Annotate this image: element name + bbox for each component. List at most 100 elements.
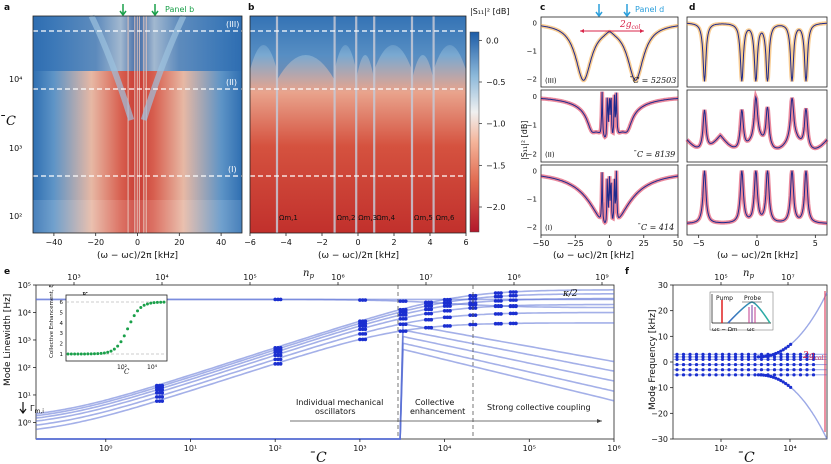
mode-point: [733, 355, 738, 359]
data-point: [429, 325, 434, 330]
data-point: [363, 327, 368, 332]
mode-point: [681, 368, 686, 372]
panel-d: d −5 0 5 (ω − ωc)/2π [kHz]: [685, 3, 829, 261]
data-point: [157, 391, 162, 395]
colorbar-ticks: 0.0 −0.5 −1.0 −1.5 −2.0: [479, 36, 505, 212]
omega-label: Ωm,3: [358, 214, 377, 222]
data-point: [403, 313, 408, 317]
top-tick-label: 10⁵: [714, 273, 727, 282]
inset-point: [162, 300, 166, 304]
inset-point: [136, 309, 140, 313]
mode-point: [688, 355, 692, 359]
omega-label: Ωm,5: [414, 214, 433, 222]
mode-point: [798, 352, 803, 356]
inset-point: [126, 327, 130, 331]
mode-point: [805, 352, 809, 356]
mode-point: [746, 373, 751, 377]
y-tick-label: 10: [658, 332, 668, 341]
x-axis-c: −50 −25 0 25 50: [533, 235, 683, 248]
mode-point: [792, 352, 796, 356]
row-label-III: (III): [545, 77, 557, 85]
data-point: [493, 299, 498, 303]
data-point: [403, 322, 408, 326]
x-tick-label: 4: [427, 238, 432, 247]
heatmap-b-arches: [250, 16, 466, 233]
mode-point: [759, 362, 764, 367]
data-point: [514, 290, 518, 294]
mode-point: [727, 373, 731, 377]
inset-point: [142, 303, 146, 307]
data-point: [360, 324, 365, 328]
data-point: [154, 399, 159, 403]
branch-point: [771, 352, 775, 357]
mode-point: [727, 368, 731, 372]
mode-point: [792, 373, 796, 377]
x-tick-label: 10⁵: [523, 444, 536, 453]
x-tick-label: 10¹: [184, 444, 197, 453]
mode-point: [772, 368, 777, 372]
mode-frequency-points: [673, 292, 828, 440]
mode-point: [785, 362, 790, 367]
inset-y-tick: 3: [60, 331, 64, 337]
panel-letter-f: f: [625, 267, 629, 277]
colorbar-tick-label: 0.0: [486, 36, 499, 45]
data-point: [442, 324, 447, 328]
fit-trace: [687, 170, 827, 224]
branch-point: [786, 383, 790, 387]
data-point: [473, 313, 478, 317]
inset-point: [99, 351, 103, 355]
data-point: [160, 399, 165, 403]
inset-point: [73, 352, 77, 356]
data-point: [401, 307, 405, 312]
inset-point: [139, 305, 143, 309]
inset-point: [86, 352, 90, 356]
mode-point: [785, 357, 790, 362]
x-tick-label: 20: [174, 238, 184, 247]
y-tick-label: −1: [527, 196, 537, 204]
omega-label: Ωm,4: [376, 214, 395, 222]
data-point: [273, 353, 277, 358]
y-axis-label-f: Mode Frequency [kHz]: [648, 310, 658, 410]
arrow-right-icon: [597, 419, 602, 423]
y-axis-a: 10⁴ 10³ 10² ̄C: [1, 75, 22, 221]
mode-point: [681, 352, 686, 356]
mode-point: [740, 362, 744, 367]
fit-trace: [686, 22, 827, 82]
mode-point: [753, 352, 757, 356]
data-point: [426, 301, 431, 306]
data-point: [496, 304, 501, 309]
inset-x-tick: 10⁴: [147, 364, 158, 371]
data-point: [363, 298, 368, 302]
y-tick-label: 0: [533, 168, 537, 176]
branch-point: [756, 355, 761, 359]
x-tick-label: 50: [673, 239, 683, 248]
mode-point: [720, 368, 725, 372]
data-point: [363, 332, 368, 336]
data-point: [445, 324, 450, 328]
top-tick-label: 10³: [67, 273, 80, 282]
fit-trace: [541, 25, 678, 81]
mode-point: [681, 355, 686, 359]
mode-point: [694, 355, 699, 359]
inset-point: [79, 352, 83, 356]
mode-point: [766, 362, 770, 367]
regime-label-II: (II): [226, 78, 237, 87]
mode-point: [707, 357, 712, 362]
panel-letter-b: b: [248, 3, 255, 13]
mode-point: [792, 362, 796, 367]
mode-point: [740, 355, 744, 359]
regime-label-I: (I): [228, 165, 237, 174]
colorbar: |S₁₁|² [dB] 0.0 −0.5 −1.0 −1.5 −2.0: [469, 7, 509, 233]
inset-points: [66, 300, 166, 356]
c-value-III: ̄C = 52503: [629, 76, 676, 85]
gcol-label-c: 2gcol: [619, 20, 640, 31]
c-value-II: ̄C = 8139: [633, 150, 675, 159]
x-tick-label: −40: [45, 238, 62, 247]
branch-point: [759, 355, 763, 359]
top-tick-label: 10⁴: [155, 273, 168, 282]
data-point: [493, 291, 498, 295]
top-tick-label: 10⁶: [331, 273, 344, 282]
data-point: [360, 298, 365, 302]
x-tick-label: 0: [607, 239, 612, 248]
mode-point: [701, 368, 705, 372]
